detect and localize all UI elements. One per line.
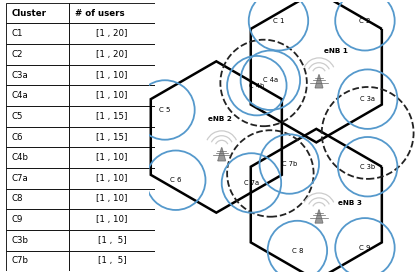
Bar (69, 127, 155, 147)
Bar (69, 85, 155, 106)
Text: C1: C1 (12, 29, 23, 38)
Text: C6: C6 (12, 133, 23, 141)
Text: C 5: C 5 (159, 107, 171, 113)
Text: Cluster: Cluster (12, 8, 47, 18)
Text: C 7a: C 7a (244, 180, 259, 186)
Text: C 3a: C 3a (360, 96, 375, 102)
Bar (69, 147, 155, 168)
Text: # of users: # of users (75, 8, 125, 18)
Text: C7b: C7b (12, 256, 29, 266)
Text: C7a: C7a (12, 174, 28, 183)
Text: [1 ,  5]: [1 , 5] (98, 256, 127, 266)
Polygon shape (315, 210, 323, 223)
Text: [1 ,  5]: [1 , 5] (98, 236, 127, 245)
Bar (6, 106, 69, 127)
Bar (6, 44, 69, 65)
Text: C 2: C 2 (359, 18, 371, 24)
Bar (6, 23, 69, 44)
Text: C 3b: C 3b (360, 164, 375, 170)
Bar (6, 127, 69, 147)
Bar (69, 44, 155, 65)
Text: C4b: C4b (12, 153, 29, 162)
Bar (6, 3, 69, 23)
Text: C3a: C3a (12, 70, 28, 79)
Bar (69, 189, 155, 209)
Bar (6, 209, 69, 230)
Text: [1 , 15]: [1 , 15] (96, 112, 128, 121)
Bar (69, 65, 155, 85)
Text: [1 , 10]: [1 , 10] (96, 215, 128, 224)
Text: C2: C2 (12, 50, 23, 59)
Bar (6, 189, 69, 209)
Text: C4a: C4a (12, 91, 28, 100)
Bar (6, 85, 69, 106)
Text: C 6: C 6 (170, 177, 181, 183)
Bar (69, 3, 155, 23)
Text: C 8: C 8 (292, 247, 303, 253)
Text: C 4a: C 4a (263, 77, 278, 83)
Bar (69, 251, 155, 271)
Bar (6, 168, 69, 189)
Text: C8: C8 (12, 195, 23, 204)
Text: C 4b: C 4b (249, 83, 264, 89)
Bar (6, 65, 69, 85)
Bar (6, 147, 69, 168)
Text: [1 , 10]: [1 , 10] (96, 195, 128, 204)
Text: C 7b: C 7b (282, 161, 297, 167)
Bar (6, 230, 69, 251)
Text: [1 , 10]: [1 , 10] (96, 91, 128, 100)
Text: [1 , 20]: [1 , 20] (96, 50, 128, 59)
Bar (69, 23, 155, 44)
Text: eNB 3: eNB 3 (338, 199, 362, 206)
Bar (6, 251, 69, 271)
Bar (69, 106, 155, 127)
Text: eNB 1: eNB 1 (324, 48, 348, 54)
Text: [1 , 10]: [1 , 10] (96, 153, 128, 162)
Text: C 9: C 9 (359, 245, 371, 251)
Text: [1 , 20]: [1 , 20] (96, 29, 128, 38)
Text: C5: C5 (12, 112, 23, 121)
Bar (69, 209, 155, 230)
Text: C3b: C3b (12, 236, 29, 245)
Text: C 1: C 1 (273, 18, 284, 24)
Text: [1 , 10]: [1 , 10] (96, 174, 128, 183)
Text: C9: C9 (12, 215, 23, 224)
Text: [1 , 15]: [1 , 15] (96, 133, 128, 141)
Bar (69, 230, 155, 251)
Polygon shape (218, 147, 225, 161)
Polygon shape (315, 75, 323, 88)
Bar (69, 168, 155, 189)
Text: eNB 2: eNB 2 (208, 116, 232, 122)
Text: [1 , 10]: [1 , 10] (96, 70, 128, 79)
